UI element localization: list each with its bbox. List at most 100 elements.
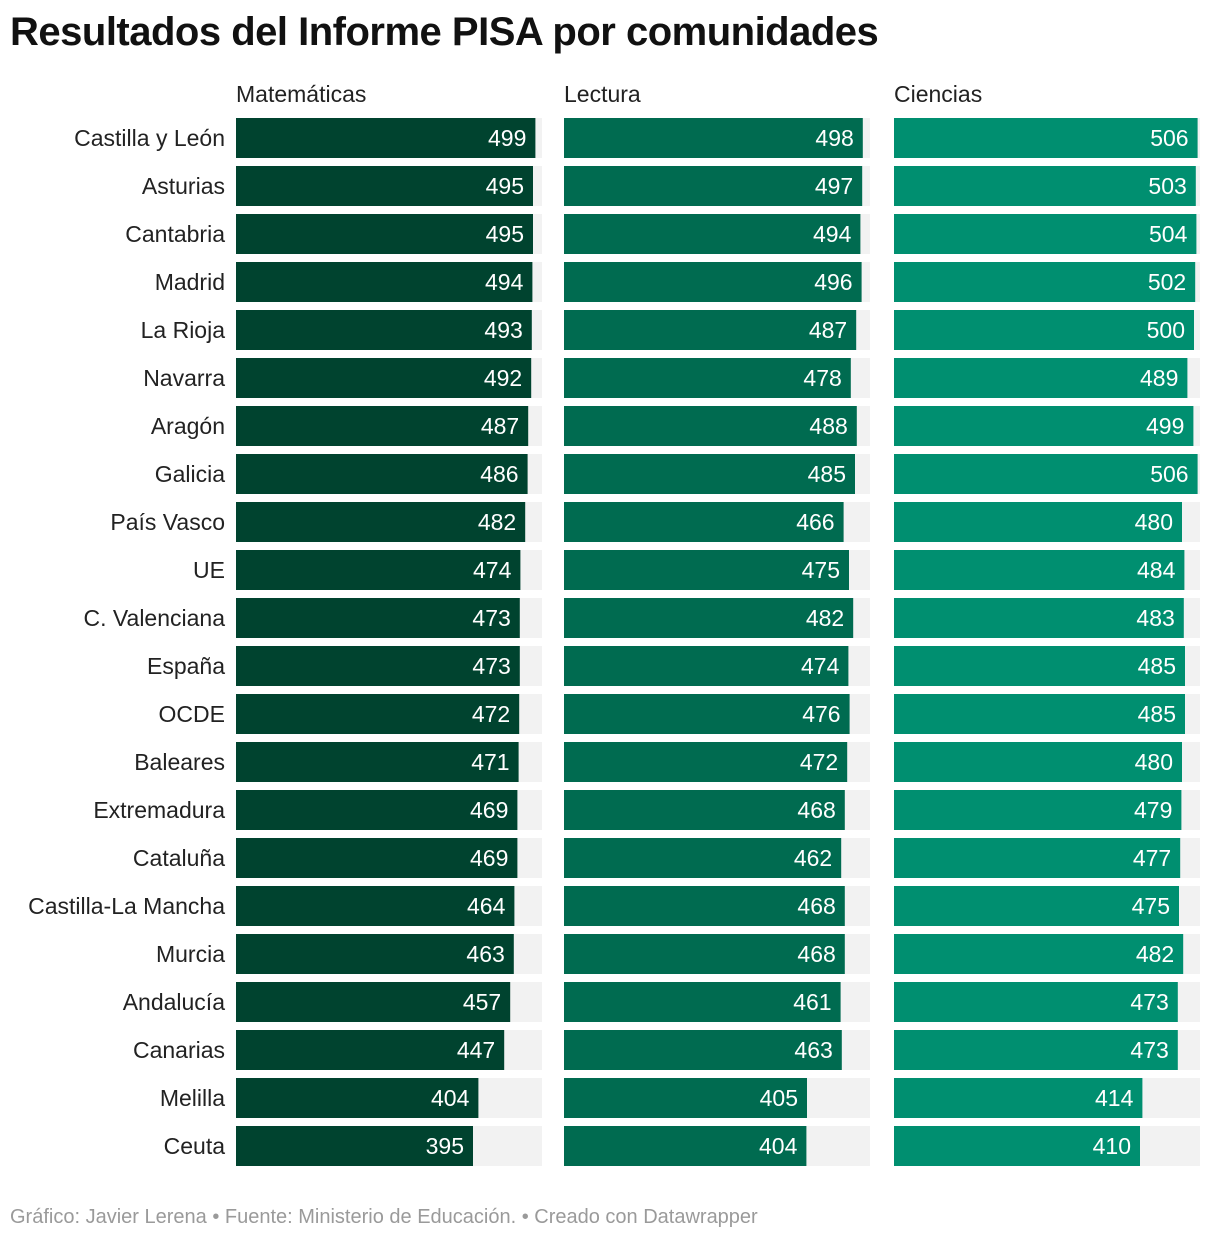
- bar: [564, 118, 863, 158]
- data-label: 473: [1130, 989, 1168, 1015]
- bar: [236, 262, 533, 302]
- data-label: 497: [815, 173, 853, 199]
- data-label: 493: [484, 317, 522, 343]
- bar: [894, 550, 1185, 590]
- bar: [894, 1030, 1178, 1070]
- bar: [564, 550, 849, 590]
- data-label: 482: [478, 509, 516, 535]
- data-label: 472: [472, 701, 510, 727]
- chart-footer: Gráfico: Javier Lerena • Fuente: Ministe…: [10, 1206, 758, 1228]
- bar: [894, 934, 1184, 974]
- bar: [894, 262, 1196, 302]
- bar: [564, 1126, 807, 1166]
- data-label: 482: [806, 605, 844, 631]
- bar: [564, 694, 850, 734]
- bar: [236, 694, 520, 734]
- category-label: Murcia: [156, 941, 225, 967]
- data-label: 461: [793, 989, 831, 1015]
- bar: [894, 310, 1194, 350]
- bar: [564, 742, 848, 782]
- category-label: Madrid: [155, 269, 225, 295]
- bar: [236, 502, 526, 542]
- bar: [236, 1030, 505, 1070]
- bar: [236, 982, 511, 1022]
- bar: [894, 838, 1181, 878]
- data-label: 480: [1135, 509, 1173, 535]
- data-label: 485: [808, 461, 846, 487]
- category-label: C. Valenciana: [84, 605, 226, 631]
- data-label: 464: [467, 893, 506, 919]
- category-label: Ceuta: [164, 1133, 226, 1159]
- data-label: 473: [1130, 1037, 1168, 1063]
- panel-title-2: Ciencias: [894, 81, 982, 107]
- category-label: Andalucía: [123, 989, 226, 1015]
- bar: [894, 886, 1179, 926]
- bar: [894, 790, 1182, 830]
- panel-title-0: Matemáticas: [236, 81, 366, 107]
- bar: [894, 454, 1198, 494]
- bar: [236, 886, 515, 926]
- data-label: 457: [463, 989, 501, 1015]
- bar: [564, 646, 849, 686]
- category-label: País Vasco: [110, 509, 225, 535]
- category-label: Castilla y León: [74, 125, 225, 151]
- bar: [564, 598, 854, 638]
- data-label: 468: [797, 893, 835, 919]
- category-label: Navarra: [143, 365, 225, 391]
- panel-title-1: Lectura: [564, 81, 641, 107]
- bar: [236, 838, 518, 878]
- data-label: 447: [457, 1037, 495, 1063]
- bar: [564, 1030, 842, 1070]
- bar: [564, 214, 861, 254]
- bar: [236, 790, 518, 830]
- category-label: Extremadura: [93, 797, 225, 823]
- bar: [564, 358, 851, 398]
- data-label: 500: [1147, 317, 1185, 343]
- bar: [236, 598, 520, 638]
- bar: [236, 406, 529, 446]
- category-label: Baleares: [134, 749, 225, 775]
- bar: [236, 646, 520, 686]
- data-label: 494: [813, 221, 852, 247]
- bar: [236, 454, 528, 494]
- data-label: 463: [794, 1037, 832, 1063]
- data-label: 475: [1132, 893, 1170, 919]
- category-label: Castilla-La Mancha: [28, 893, 225, 919]
- data-label: 395: [426, 1133, 464, 1159]
- data-label: 473: [472, 653, 510, 679]
- data-label: 473: [472, 605, 510, 631]
- bar: [236, 550, 521, 590]
- data-label: 487: [809, 317, 847, 343]
- chart-title: Resultados del Informe PISA por comunida…: [10, 10, 879, 54]
- bar: [564, 982, 841, 1022]
- bar: [564, 838, 842, 878]
- data-label: 503: [1148, 173, 1186, 199]
- bar: [564, 1078, 807, 1118]
- data-label: 475: [802, 557, 840, 583]
- data-label: 474: [801, 653, 840, 679]
- data-label: 468: [797, 941, 835, 967]
- bar: [564, 790, 845, 830]
- bar: [564, 934, 845, 974]
- category-label: Asturias: [142, 173, 225, 199]
- data-label: 483: [1136, 605, 1174, 631]
- data-label: 469: [470, 845, 508, 871]
- bar: [894, 694, 1185, 734]
- bar: [894, 646, 1185, 686]
- bar: [236, 214, 533, 254]
- bar: [894, 1126, 1140, 1166]
- data-label: 488: [809, 413, 847, 439]
- bar: [894, 1078, 1143, 1118]
- data-label: 477: [1133, 845, 1171, 871]
- data-label: 502: [1148, 269, 1186, 295]
- bar: [564, 886, 845, 926]
- data-label: 504: [1149, 221, 1188, 247]
- bar: [894, 214, 1197, 254]
- bar: [236, 742, 519, 782]
- category-label: Cataluña: [133, 845, 225, 871]
- data-label: 478: [803, 365, 841, 391]
- bar: [894, 742, 1182, 782]
- data-label: 487: [481, 413, 519, 439]
- data-label: 484: [1137, 557, 1176, 583]
- data-label: 474: [473, 557, 512, 583]
